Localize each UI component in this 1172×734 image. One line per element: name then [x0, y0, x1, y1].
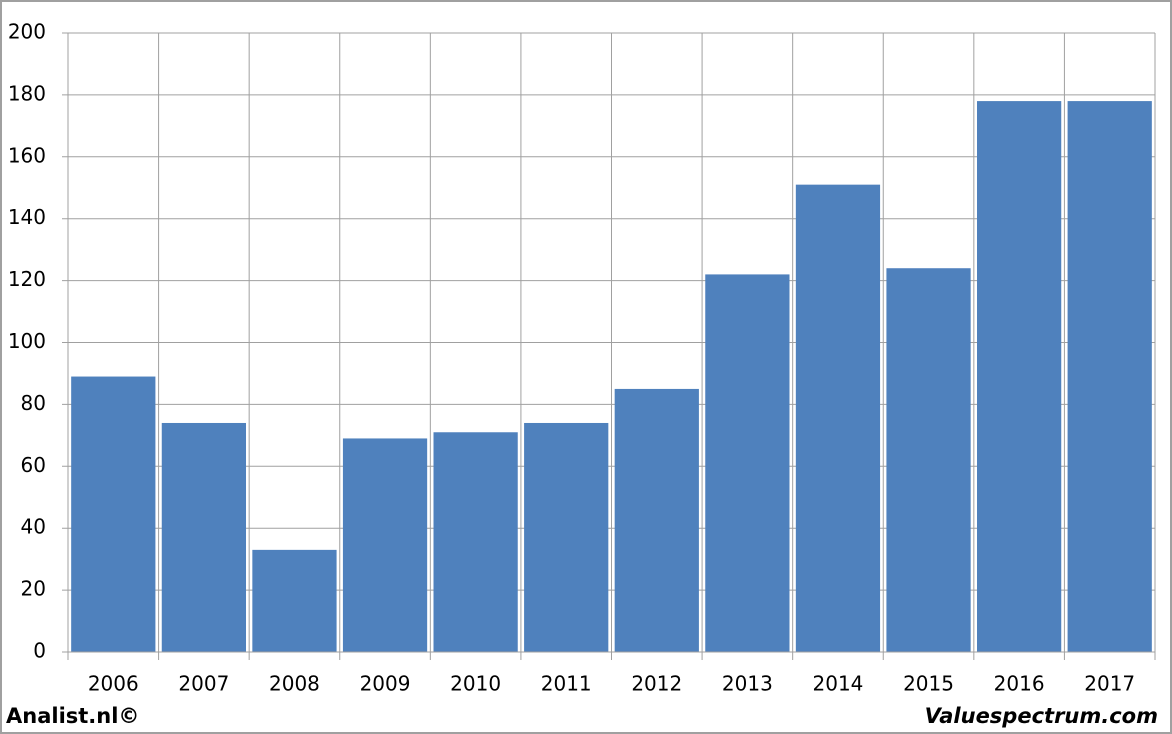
- footer-right: Valuespectrum.com: [925, 704, 1158, 728]
- x-tick-label: 2014: [813, 672, 864, 696]
- x-tick-label: 2017: [1084, 672, 1135, 696]
- footer-left: Analist.nl©: [6, 704, 139, 728]
- x-tick-label: 2007: [178, 672, 229, 696]
- x-tick-label: 2008: [269, 672, 320, 696]
- x-tick-label: 2016: [994, 672, 1045, 696]
- y-tick-label: 140: [8, 205, 46, 229]
- y-tick-label: 80: [21, 391, 46, 415]
- y-tick-label: 180: [8, 81, 46, 105]
- x-tick-label: 2015: [903, 672, 954, 696]
- y-tick-label: 60: [21, 453, 46, 477]
- bar: [705, 274, 790, 652]
- y-tick-label: 120: [8, 267, 46, 291]
- bar: [161, 422, 246, 652]
- bar: [1067, 101, 1152, 653]
- bar: [71, 376, 156, 652]
- y-tick-label: 200: [8, 20, 46, 44]
- y-tick-label: 160: [8, 143, 46, 167]
- x-tick-label: 2009: [360, 672, 411, 696]
- bar: [252, 549, 337, 652]
- bar: [886, 268, 971, 652]
- y-tick-label: 0: [33, 639, 46, 663]
- bar: [342, 438, 428, 652]
- bar: [614, 388, 699, 652]
- x-tick-label: 2006: [88, 672, 139, 696]
- bar: [433, 432, 518, 652]
- bar: [524, 422, 609, 652]
- x-tick-label: 2012: [631, 672, 682, 696]
- x-tick-label: 2010: [450, 672, 501, 696]
- x-tick-label: 2013: [722, 672, 773, 696]
- bar: [795, 184, 881, 652]
- y-tick-label: 20: [21, 577, 46, 601]
- y-tick-label: 100: [8, 329, 46, 353]
- bar: [977, 101, 1062, 653]
- y-tick-label: 40: [21, 515, 46, 539]
- x-tick-label: 2011: [541, 672, 592, 696]
